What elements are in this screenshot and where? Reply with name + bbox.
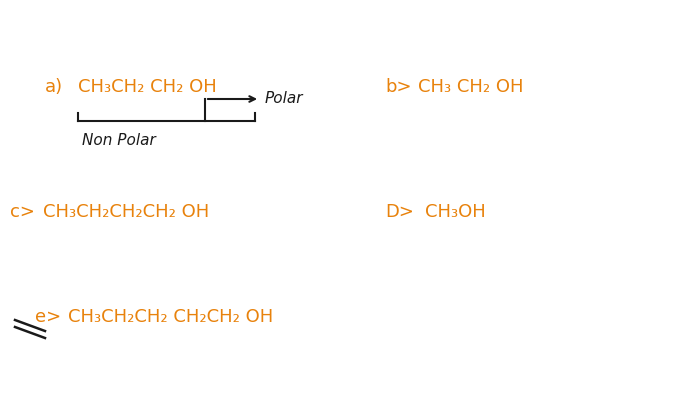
Text: a): a): [45, 78, 63, 96]
Text: b>: b>: [385, 78, 412, 96]
Text: Polar: Polar: [265, 91, 304, 106]
Text: Non Polar: Non Polar: [82, 133, 155, 148]
Text: c>: c>: [10, 203, 35, 221]
Text: CH₃OH: CH₃OH: [425, 203, 486, 221]
Text: CH₃ CH₂ OH: CH₃ CH₂ OH: [418, 78, 524, 96]
Text: e>: e>: [35, 308, 61, 326]
Text: D>: D>: [385, 203, 414, 221]
Text: CH₃CH₂ CH₂ OH: CH₃CH₂ CH₂ OH: [78, 78, 217, 96]
Text: CH₃CH₂CH₂ CH₂CH₂ OH: CH₃CH₂CH₂ CH₂CH₂ OH: [68, 308, 273, 326]
Text: CH₃CH₂CH₂CH₂ OH: CH₃CH₂CH₂CH₂ OH: [43, 203, 209, 221]
